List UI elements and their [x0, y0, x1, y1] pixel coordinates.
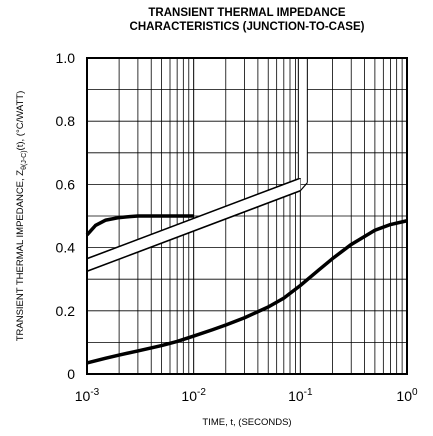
y-tick-label: 0.6 — [56, 176, 76, 192]
y-axis-label-prefix: TRANSIENT THERMAL IMPEDANCE, Z — [15, 170, 26, 342]
x-tick-label: 10-1 — [288, 387, 313, 404]
chart-title-line-1: TRANSIENT THERMAL IMPEDANCE — [148, 7, 346, 19]
plot-frame — [86, 57, 408, 375]
y-tick-label: 0 — [67, 366, 75, 382]
axis-break-edge-lower — [86, 189, 301, 273]
x-tick-labels: 10-3 10-2 10-1 100 — [75, 387, 418, 404]
y-tick-label: 0.2 — [56, 303, 76, 319]
series-layer — [85, 59, 408, 365]
y-axis-label-subscript: θ(J-C) — [21, 150, 28, 169]
x-tick-label: 10-2 — [181, 387, 206, 404]
y-tick-label: 1.0 — [56, 50, 76, 66]
series-line-1 — [86, 219, 408, 365]
axis-break-gap — [298, 59, 308, 179]
y-tick-label: 0.4 — [56, 240, 76, 256]
y-axis-label-suffix: (t), (°C/WATT) — [15, 91, 26, 151]
y-tick-labels: 0 0.2 0.4 0.6 0.8 1.0 — [56, 50, 76, 382]
axis-break-edge-upper — [86, 177, 301, 260]
y-axis-label: TRANSIENT THERMAL IMPEDANCE, Zθ(J-C)(t),… — [15, 91, 28, 342]
x-tick-label: 10-3 — [75, 387, 100, 404]
grid — [86, 58, 407, 374]
axis-break-band — [87, 178, 301, 272]
x-axis-label: TIME, t, (SECONDS) — [202, 417, 291, 428]
axis-break-gap-joint — [299, 182, 308, 192]
series-line-2 — [85, 214, 194, 237]
x-tick-label: 100 — [396, 387, 418, 404]
y-tick-label: 0.8 — [56, 113, 76, 129]
chart-title-line-2: CHARACTERISTICS (JUNCTION-TO-CASE) — [130, 21, 365, 33]
